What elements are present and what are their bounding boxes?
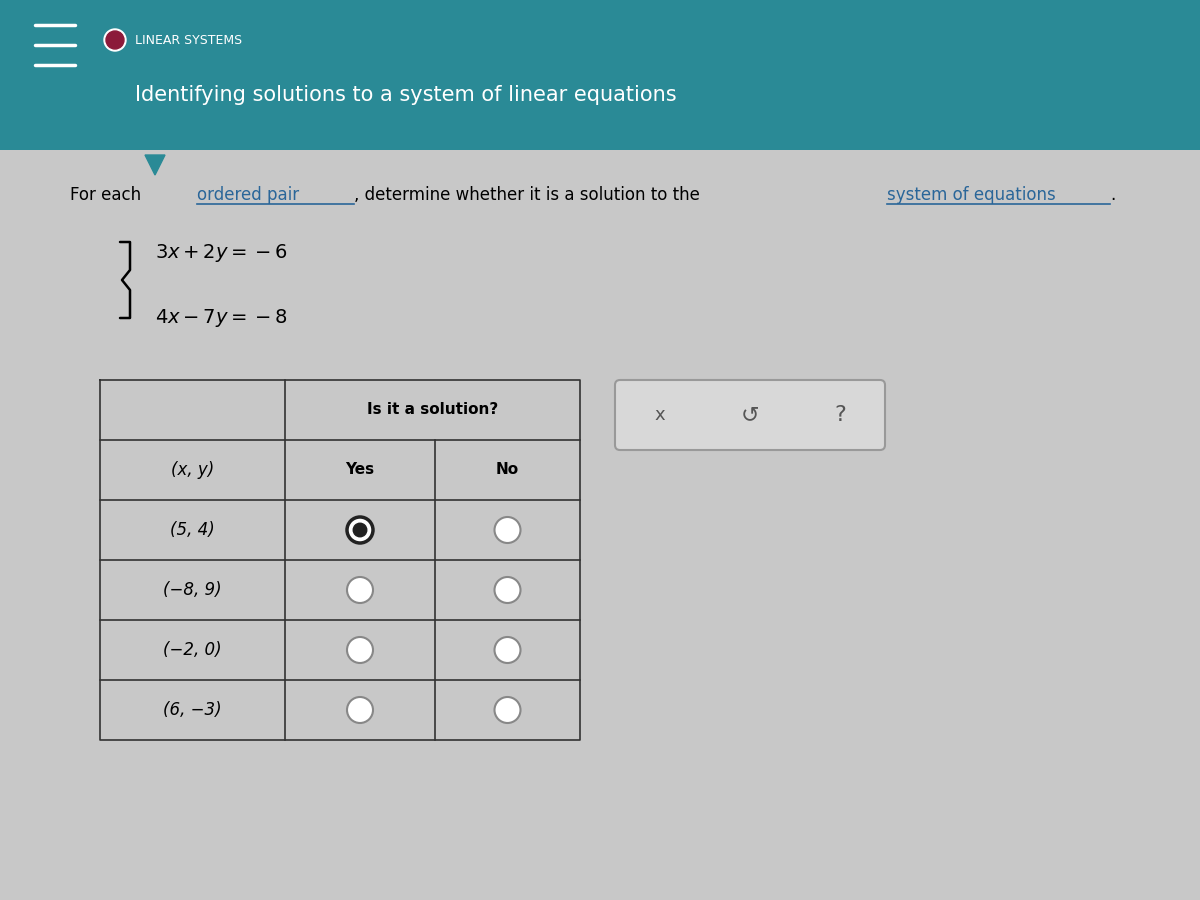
Text: Identifying solutions to a system of linear equations: Identifying solutions to a system of lin… <box>134 85 677 105</box>
Text: , determine whether it is a solution to the: , determine whether it is a solution to … <box>354 186 706 204</box>
Text: (−2, 0): (−2, 0) <box>163 641 222 659</box>
Circle shape <box>494 517 521 543</box>
Circle shape <box>353 523 367 536</box>
Text: Yes: Yes <box>346 463 374 478</box>
Text: system of equations: system of equations <box>887 186 1056 204</box>
Text: For each: For each <box>70 186 146 204</box>
Circle shape <box>494 697 521 723</box>
Text: LINEAR SYSTEMS: LINEAR SYSTEMS <box>134 33 242 47</box>
FancyBboxPatch shape <box>616 380 886 450</box>
Text: (6, −3): (6, −3) <box>163 701 222 719</box>
Circle shape <box>494 637 521 663</box>
Text: $4x-7y=-8$: $4x-7y=-8$ <box>155 307 288 329</box>
Circle shape <box>347 517 373 543</box>
Circle shape <box>494 577 521 603</box>
Text: .: . <box>1110 186 1115 204</box>
Circle shape <box>104 29 126 51</box>
Text: $3x+2y=-6$: $3x+2y=-6$ <box>155 242 288 264</box>
Circle shape <box>106 31 124 49</box>
Text: (5, 4): (5, 4) <box>170 521 215 539</box>
Circle shape <box>347 637 373 663</box>
Text: Is it a solution?: Is it a solution? <box>367 402 498 418</box>
Text: (−8, 9): (−8, 9) <box>163 581 222 599</box>
Circle shape <box>347 697 373 723</box>
Text: x: x <box>655 406 665 424</box>
Circle shape <box>347 577 373 603</box>
FancyBboxPatch shape <box>0 0 1200 150</box>
Text: (x, y): (x, y) <box>170 461 214 479</box>
Polygon shape <box>145 155 166 175</box>
Text: No: No <box>496 463 520 478</box>
Text: ordered pair: ordered pair <box>197 186 299 204</box>
Text: ?: ? <box>834 405 846 425</box>
Text: ↺: ↺ <box>740 405 760 425</box>
